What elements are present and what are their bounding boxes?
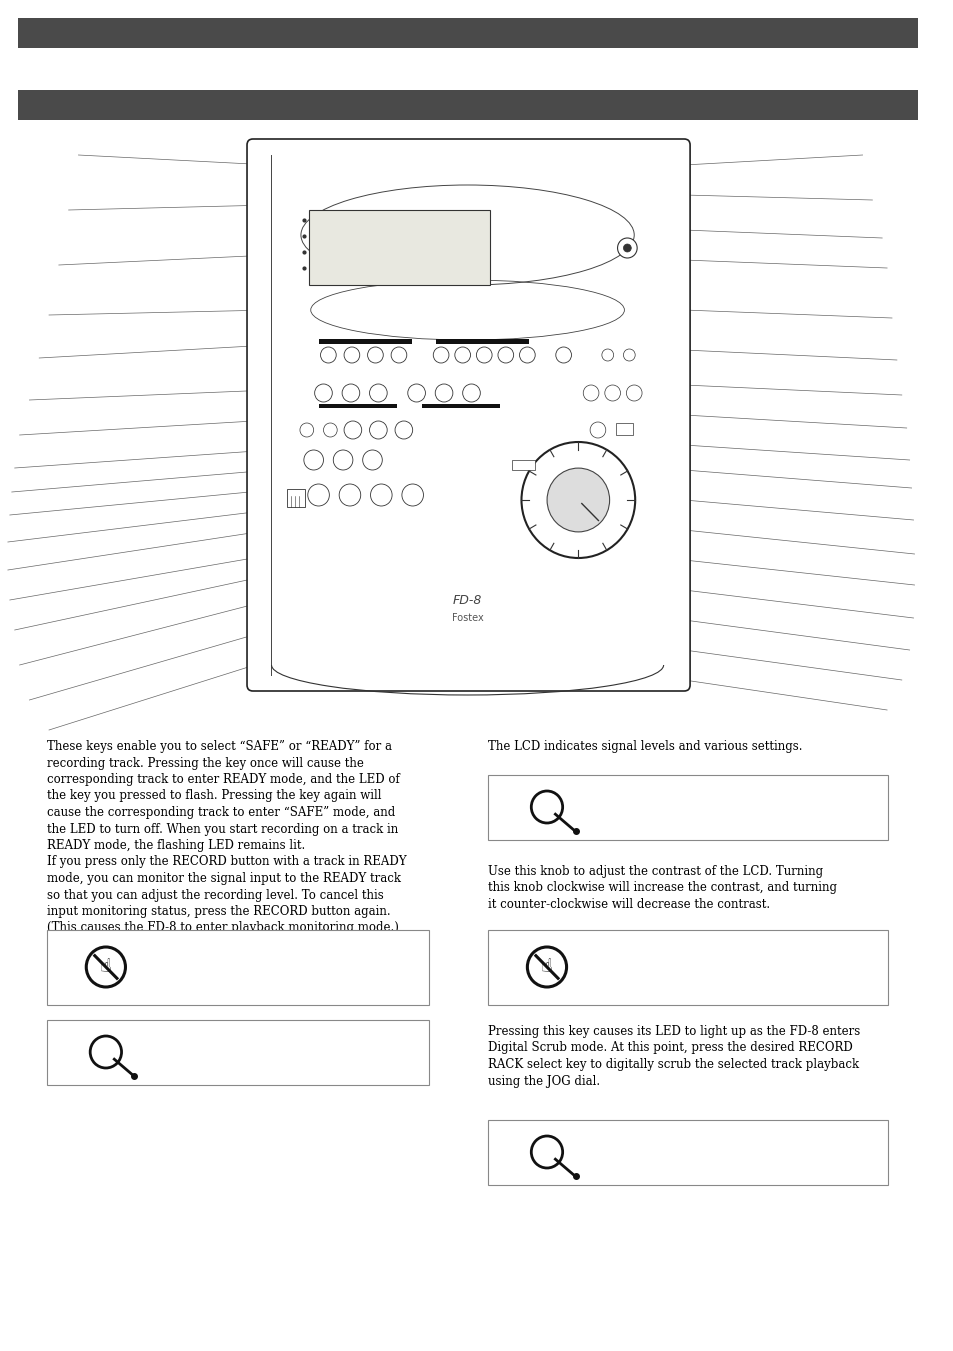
Circle shape <box>370 484 392 507</box>
Circle shape <box>455 347 470 363</box>
Circle shape <box>604 385 619 401</box>
Circle shape <box>339 484 360 507</box>
Text: ☝: ☝ <box>540 958 553 977</box>
Circle shape <box>521 442 635 558</box>
Bar <box>511 459 535 470</box>
Circle shape <box>333 450 353 470</box>
Bar <box>17 18 917 49</box>
Bar <box>309 209 490 285</box>
Bar <box>47 1020 429 1085</box>
Bar <box>421 404 499 408</box>
Bar <box>318 339 412 345</box>
Circle shape <box>519 347 535 363</box>
Circle shape <box>590 422 605 438</box>
Circle shape <box>435 384 453 403</box>
Circle shape <box>556 347 571 363</box>
Circle shape <box>369 384 387 403</box>
Circle shape <box>395 422 413 439</box>
Circle shape <box>344 422 361 439</box>
Text: These keys enable you to select “SAFE” or “READY” for a
recording track. Pressin: These keys enable you to select “SAFE” o… <box>47 740 408 967</box>
Circle shape <box>582 385 598 401</box>
Text: Use this knob to adjust the contrast of the LCD. Turning
this knob clockwise wil: Use this knob to adjust the contrast of … <box>488 865 837 911</box>
Circle shape <box>407 384 425 403</box>
Bar <box>488 1120 887 1185</box>
Bar <box>615 423 633 435</box>
Circle shape <box>476 347 492 363</box>
Circle shape <box>304 450 323 470</box>
Text: Fostex: Fostex <box>451 613 483 623</box>
Circle shape <box>320 347 335 363</box>
Circle shape <box>462 384 479 403</box>
Circle shape <box>342 384 359 403</box>
Circle shape <box>308 484 329 507</box>
Circle shape <box>401 484 423 507</box>
Bar <box>488 775 887 840</box>
Circle shape <box>433 347 449 363</box>
Bar <box>17 91 917 120</box>
Circle shape <box>546 467 609 532</box>
Circle shape <box>362 450 382 470</box>
Bar <box>488 929 887 1005</box>
FancyBboxPatch shape <box>247 139 689 690</box>
Bar <box>47 929 429 1005</box>
Text: FD-8: FD-8 <box>453 593 482 607</box>
Circle shape <box>367 347 383 363</box>
Circle shape <box>314 384 332 403</box>
Circle shape <box>626 385 641 401</box>
Circle shape <box>622 349 635 361</box>
Text: Pressing this key causes its LED to light up as the FD-8 enters
Digital Scrub mo: Pressing this key causes its LED to ligh… <box>488 1025 860 1088</box>
Circle shape <box>369 422 387 439</box>
Text: ☝: ☝ <box>100 958 112 977</box>
Circle shape <box>323 423 336 436</box>
Bar <box>318 404 396 408</box>
Text: The LCD indicates signal levels and various settings.: The LCD indicates signal levels and vari… <box>488 740 801 753</box>
Circle shape <box>299 423 314 436</box>
Bar <box>436 339 529 345</box>
Circle shape <box>391 347 406 363</box>
Bar <box>287 489 305 507</box>
Circle shape <box>601 349 613 361</box>
Circle shape <box>622 245 631 253</box>
Circle shape <box>497 347 513 363</box>
Circle shape <box>344 347 359 363</box>
Circle shape <box>593 458 606 471</box>
Circle shape <box>617 238 637 258</box>
